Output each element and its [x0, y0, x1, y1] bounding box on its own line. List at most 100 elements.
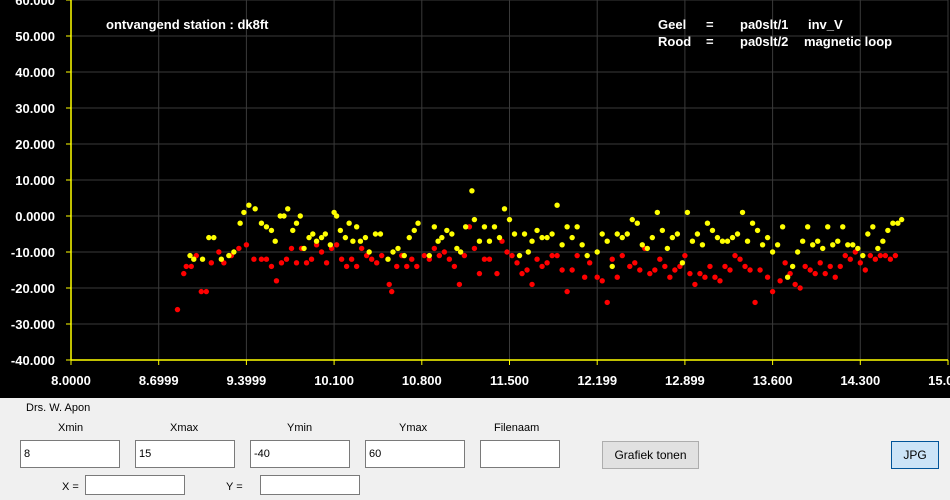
data-point-geel [629, 216, 635, 223]
x-tick-label: 14.300 [840, 373, 880, 388]
data-point-rood [236, 245, 242, 252]
data-point-geel [895, 220, 901, 226]
data-point-geel [789, 263, 796, 270]
data-point-rood [747, 267, 753, 273]
data-point-geel [885, 227, 891, 234]
data-point-rood [293, 260, 300, 266]
data-point-rood [263, 256, 270, 262]
data-point-rood [481, 256, 488, 262]
x-tick-label: 9.3999 [227, 373, 267, 388]
data-point-geel [290, 227, 296, 234]
y-tick-label: 60.000 [15, 0, 55, 8]
data-point-geel [729, 234, 736, 241]
data-point-geel [774, 242, 781, 248]
data-point-geel [624, 231, 630, 237]
data-point-rood [338, 256, 345, 262]
data-point-geel [554, 202, 560, 208]
show-graph-button[interactable]: Grafiek tonen [602, 441, 699, 469]
data-point-geel [435, 238, 441, 244]
data-point-rood [451, 263, 458, 270]
data-point-geel [444, 227, 450, 234]
data-point-geel [534, 227, 540, 234]
legend-station-rood: pa0slt/2 [740, 34, 788, 49]
y-tick-label: 0.0000 [15, 209, 55, 224]
y-tick-label: 30.000 [15, 101, 55, 116]
chart-title: ontvangend station : dk8ft [106, 17, 269, 32]
data-point-rood [559, 267, 565, 273]
chart-axes [66, 0, 949, 365]
ymin-input[interactable] [250, 440, 350, 468]
data-point-geel [481, 224, 488, 230]
data-point-geel [825, 224, 831, 230]
data-point-geel [764, 234, 771, 241]
data-point-geel [372, 231, 379, 237]
data-point-geel [679, 260, 686, 266]
data-point-geel [525, 249, 531, 255]
data-point-geel [310, 231, 316, 237]
x-tick-label: 8.6999 [139, 373, 179, 388]
data-point-rood [687, 270, 693, 277]
data-point-geel [799, 238, 806, 244]
data-point-rood [604, 299, 610, 306]
data-point-geel [218, 256, 225, 262]
data-point-geel [322, 231, 329, 237]
data-point-rood [742, 263, 748, 270]
scatter-chart[interactable]: -40.000 -30.000 -20.000 -10.000 0.0000 10.000… [0, 0, 950, 398]
x-tick-label: 15.000 [928, 373, 950, 388]
ymax-input[interactable] [365, 440, 465, 468]
data-point-geel [395, 245, 401, 252]
data-point-geel [187, 252, 193, 259]
data-point-geel [744, 238, 751, 244]
data-point-rood [872, 256, 879, 262]
data-point-rood [827, 263, 833, 270]
data-point-rood [594, 274, 600, 280]
data-point-rood [609, 256, 615, 262]
data-point-geel [659, 227, 666, 234]
data-point-geel [241, 209, 247, 216]
data-point-rood [524, 267, 530, 273]
xmin-input[interactable] [20, 440, 120, 468]
data-point-rood [404, 263, 410, 270]
jpg-button[interactable]: JPG [891, 441, 939, 469]
data-point-geel [779, 224, 786, 230]
data-point-rood [368, 256, 375, 262]
y-tick-label: -30.000 [11, 317, 55, 332]
data-point-rood [471, 245, 478, 252]
data-point-geel [594, 249, 600, 255]
data-point-geel [654, 209, 661, 216]
data-point-geel [415, 220, 421, 226]
data-point-geel [584, 252, 590, 259]
data-point-rood [258, 256, 265, 262]
data-point-rood [792, 281, 798, 288]
data-point-rood [877, 252, 884, 259]
data-point-rood [574, 252, 580, 259]
filename-input[interactable] [480, 440, 560, 468]
data-point-geel [333, 213, 340, 219]
data-point-geel [820, 245, 826, 252]
xmax-input[interactable] [135, 440, 235, 468]
x-coord-field [85, 475, 185, 495]
data-point-geel [293, 220, 300, 226]
data-point-rood [722, 263, 728, 270]
data-point-geel [301, 245, 307, 252]
data-point-geel [569, 234, 575, 241]
data-point-geel [252, 206, 258, 212]
data-point-geel [840, 224, 846, 230]
data-point-geel [549, 231, 555, 237]
data-point-rood [764, 274, 771, 280]
data-point-rood [667, 274, 673, 280]
data-point-geel [579, 242, 585, 248]
data-point-rood [539, 263, 545, 270]
xmax-label: Xmax [170, 422, 199, 434]
data-point-rood [832, 274, 838, 280]
data-point-rood [456, 281, 463, 288]
data-point-geel [462, 224, 469, 230]
data-point-rood [514, 260, 520, 266]
data-point-rood [554, 252, 560, 259]
data-point-rood [446, 256, 453, 262]
filename-label: Filenaam [494, 422, 540, 434]
data-point-geel [353, 224, 360, 230]
data-point-rood [343, 263, 350, 270]
data-point-rood [273, 278, 280, 284]
data-point-geel [366, 249, 372, 255]
